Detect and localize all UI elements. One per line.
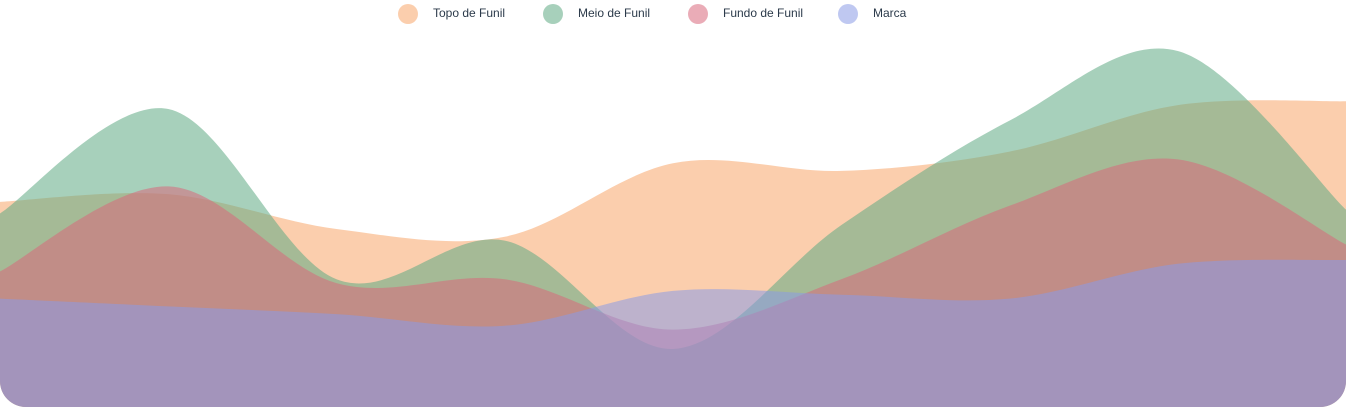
legend-marker[interactable] — [838, 4, 858, 24]
legend-label[interactable]: Topo de Funil — [433, 6, 505, 20]
area — [0, 259, 1346, 407]
plot-area — [0, 48, 1346, 407]
legend-label[interactable]: Fundo de Funil — [723, 6, 803, 20]
legend-marker[interactable] — [398, 4, 418, 24]
legend-label[interactable]: Meio de Funil — [578, 6, 650, 20]
legend-label[interactable]: Marca — [873, 6, 907, 20]
legend-marker[interactable] — [543, 4, 563, 24]
legend: Topo de Funil Meio de Funil Fundo de Funil… — [398, 4, 907, 24]
legend-marker[interactable] — [688, 4, 708, 24]
